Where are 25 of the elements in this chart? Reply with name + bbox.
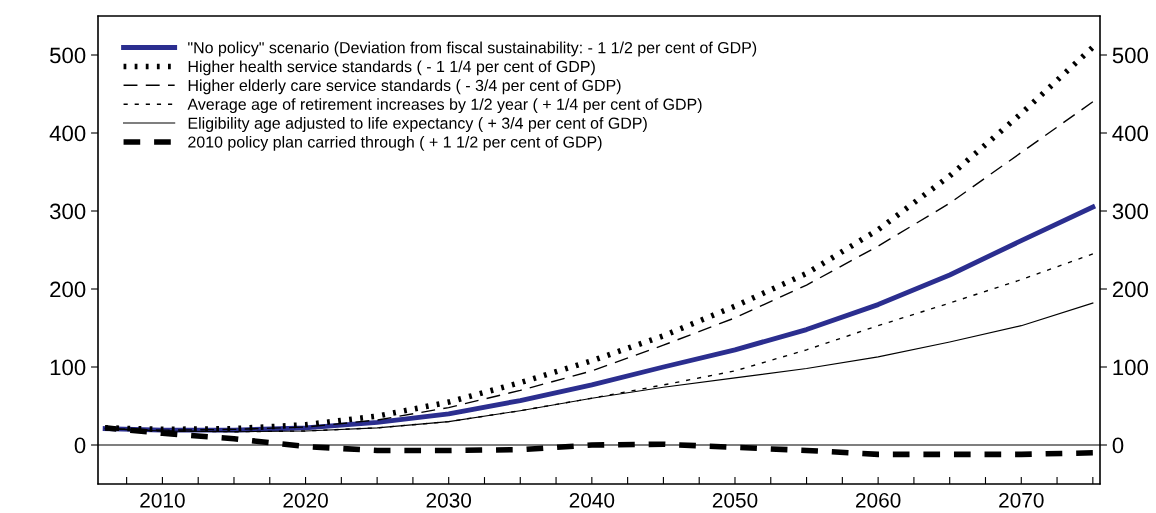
y-tick-label: 300: [49, 203, 86, 220]
legend-label: Higher elderly care service standards ( - 3/4 per cent of GDP): [188, 79, 621, 95]
x-tick-label: 2050: [712, 492, 758, 508]
y-tick-label: 100: [50, 359, 86, 376]
legend-label: "No policy" scenario (Deviation from fiscal sustainability: - 1 1/2 per cent of GDP): [188, 41, 757, 57]
y-tick-label: 200: [50, 281, 86, 298]
x-tick-label: 2020: [283, 492, 328, 508]
legend-label: 2010 policy plan carried through ( + 1 1/2 per cent of GDP): [188, 135, 602, 151]
y2-tick-label: 300: [1112, 203, 1149, 220]
x-tick-label: 2070: [999, 492, 1044, 508]
x-tick-label: 2010: [140, 492, 185, 508]
y2-tick-label: 500: [1112, 47, 1149, 64]
y-tick-label: 400: [49, 125, 86, 142]
y2-tick-label: 100: [1113, 359, 1149, 376]
y2-tick-label: 400: [1112, 125, 1149, 142]
y2-tick-label: 0: [1112, 437, 1124, 454]
legend-label: Average age of retirement increases by 1/2 year ( + 1/4 per cent of GDP): [187, 98, 702, 114]
x-tick-label: 2030: [426, 492, 472, 508]
x-tick-label: 2060: [856, 492, 901, 508]
x-tick-label: 2040: [569, 492, 615, 508]
legend-label: Eligibility age adjusted to life expectancy ( + 3/4 per cent of GDP): [188, 117, 647, 132]
y-tick-label: 0: [74, 437, 86, 454]
y2-tick-label: 200: [1112, 281, 1149, 298]
y-tick-label: 500: [50, 47, 86, 64]
legend-label: Higher health service standards ( - 1 1/4 per cent of GDP): [188, 60, 595, 76]
